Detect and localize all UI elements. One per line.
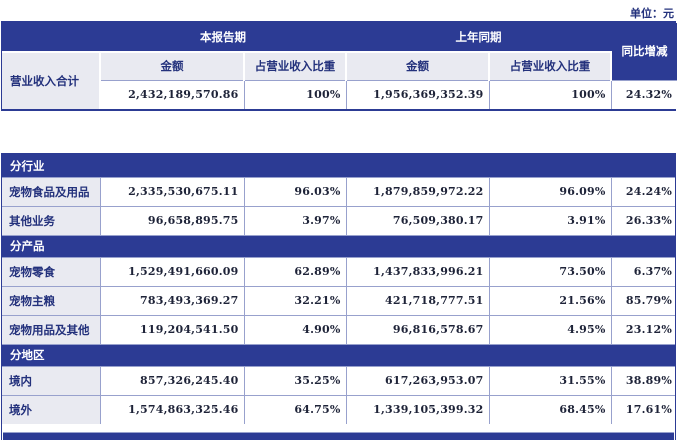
table-row: 其他业务 96,658,895.75 3.97% 76,509,380.17 3… — [2, 206, 675, 236]
cell-ratio-current: 64.75% — [244, 395, 347, 424]
row-label: 境外 — [2, 395, 101, 424]
cell-amount-prior: 76,509,380.17 — [346, 206, 490, 236]
cell-amount-current: 857,326,245.40 — [100, 366, 245, 396]
cell-amount-current: 2,432,189,570.86 — [100, 80, 245, 109]
header-spacer-cell — [2, 23, 101, 53]
cell-amount-prior: 96,816,578.67 — [346, 315, 490, 345]
section-header-by-industry: 分行业 — [2, 155, 675, 178]
cell-amount-current: 1,574,863,325.46 — [100, 395, 245, 424]
cell-yoy: 85.79% — [611, 286, 675, 316]
row-label: 宠物主粮 — [2, 286, 101, 316]
cell-amount-prior: 1,339,105,399.32 — [346, 395, 490, 424]
cell-amount-prior: 1,956,369,352.39 — [346, 80, 490, 109]
header-current-period: 本报告期 — [100, 23, 347, 53]
table-row: 境内 857,326,245.40 35.25% 617,263,953.07 … — [2, 366, 675, 396]
cell-yoy: 24.24% — [611, 177, 675, 207]
cell-amount-current: 119,204,541.50 — [100, 315, 245, 345]
cell-yoy: 23.12% — [611, 315, 675, 345]
cell-yoy: 26.33% — [611, 206, 675, 236]
cell-yoy: 17.61% — [611, 395, 675, 424]
cell-ratio-prior: 68.45% — [489, 395, 612, 424]
section-title: 分行业 — [2, 155, 675, 178]
table-row: 宠物零食 1,529,491,660.09 62.89% 1,437,833,9… — [2, 257, 675, 287]
summary-subheader-row: 营业收入合计 金额 占营业收入比重 金额 占营业收入比重 — [2, 52, 677, 109]
section-header-by-product: 分产品 — [2, 235, 675, 258]
cell-ratio-prior: 4.95% — [489, 315, 612, 345]
cell-ratio-current: 100% — [244, 80, 347, 109]
cell-ratio-prior: 21.56% — [489, 286, 612, 316]
cell-amount-current: 783,493,369.27 — [100, 286, 245, 316]
cell-amount-current: 2,335,530,675.11 — [100, 177, 245, 207]
cell-ratio-prior: 73.50% — [489, 257, 612, 287]
cell-ratio-current: 4.90% — [244, 315, 347, 345]
cell-ratio-current: 96.03% — [244, 177, 347, 207]
subheader-ratio-prior: 占营业收入比重 — [489, 52, 612, 81]
row-label: 其他业务 — [2, 206, 101, 236]
subheader-amount-prior: 金额 — [346, 52, 490, 81]
header-prior-period: 上年同期 — [346, 23, 612, 53]
summary-header-row: 本报告期 上年同期 同比增减 — [2, 23, 677, 81]
row-label: 宠物零食 — [2, 257, 101, 287]
breakdown-table: 分行业 宠物食品及用品 2,335,530,675.11 96.03% 1,87… — [1, 153, 676, 440]
table-row: 宠物主粮 783,493,369.27 32.21% 421,718,777.5… — [2, 286, 675, 316]
cell-ratio-prior: 100% — [489, 80, 612, 109]
row-label: 境内 — [2, 366, 101, 396]
cell-ratio-current: 35.25% — [244, 366, 347, 396]
cell-yoy: 24.32% — [611, 80, 677, 109]
subheader-amount-current: 金额 — [100, 52, 245, 81]
cell-ratio-prior: 3.91% — [489, 206, 612, 236]
cell-yoy: 6.37% — [611, 257, 675, 287]
section-header-by-region: 分地区 — [2, 344, 675, 367]
section-title: 分产品 — [2, 235, 675, 258]
cell-amount-current: 1,529,491,660.09 — [100, 257, 245, 287]
cell-amount-current: 96,658,895.75 — [100, 206, 245, 236]
header-yoy: 同比增减 — [611, 23, 677, 81]
cell-ratio-current: 32.21% — [244, 286, 347, 316]
row-label: 宠物食品及用品 — [2, 177, 101, 207]
unit-label: 单位：元 — [630, 8, 674, 20]
summary-table: 本报告期 上年同期 同比增减 营业收入合计 金额 占营业收入比重 金额 占营业收… — [1, 21, 677, 111]
section-title: 分地区 — [2, 344, 675, 367]
cell-ratio-prior: 96.09% — [489, 177, 612, 207]
cell-amount-prior: 421,718,777.51 — [346, 286, 490, 316]
cell-amount-prior: 617,263,953.07 — [346, 366, 490, 396]
cell-ratio-prior: 31.55% — [489, 366, 612, 396]
cell-amount-prior: 1,879,859,972.22 — [346, 177, 490, 207]
table-row: 宠物用品及其他 119,204,541.50 4.90% 96,816,578.… — [2, 315, 675, 345]
cell-yoy: 38.89% — [611, 366, 675, 396]
cell-ratio-current: 3.97% — [244, 206, 347, 236]
table-row: 宠物食品及用品 2,335,530,675.11 96.03% 1,879,85… — [2, 177, 675, 207]
cell-amount-prior: 1,437,833,996.21 — [346, 257, 490, 287]
cell-ratio-current: 62.89% — [244, 257, 347, 287]
next-section-band-cutoff — [3, 432, 674, 440]
summary-value-row: 2,432,189,570.86 100% 1,956,369,352.39 1… — [2, 80, 677, 109]
row-label: 宠物用品及其他 — [2, 315, 101, 345]
table-row: 境外 1,574,863,325.46 64.75% 1,339,105,399… — [2, 395, 675, 424]
subheader-ratio-current: 占营业收入比重 — [244, 52, 347, 81]
row-label-total-revenue: 营业收入合计 — [2, 52, 101, 109]
